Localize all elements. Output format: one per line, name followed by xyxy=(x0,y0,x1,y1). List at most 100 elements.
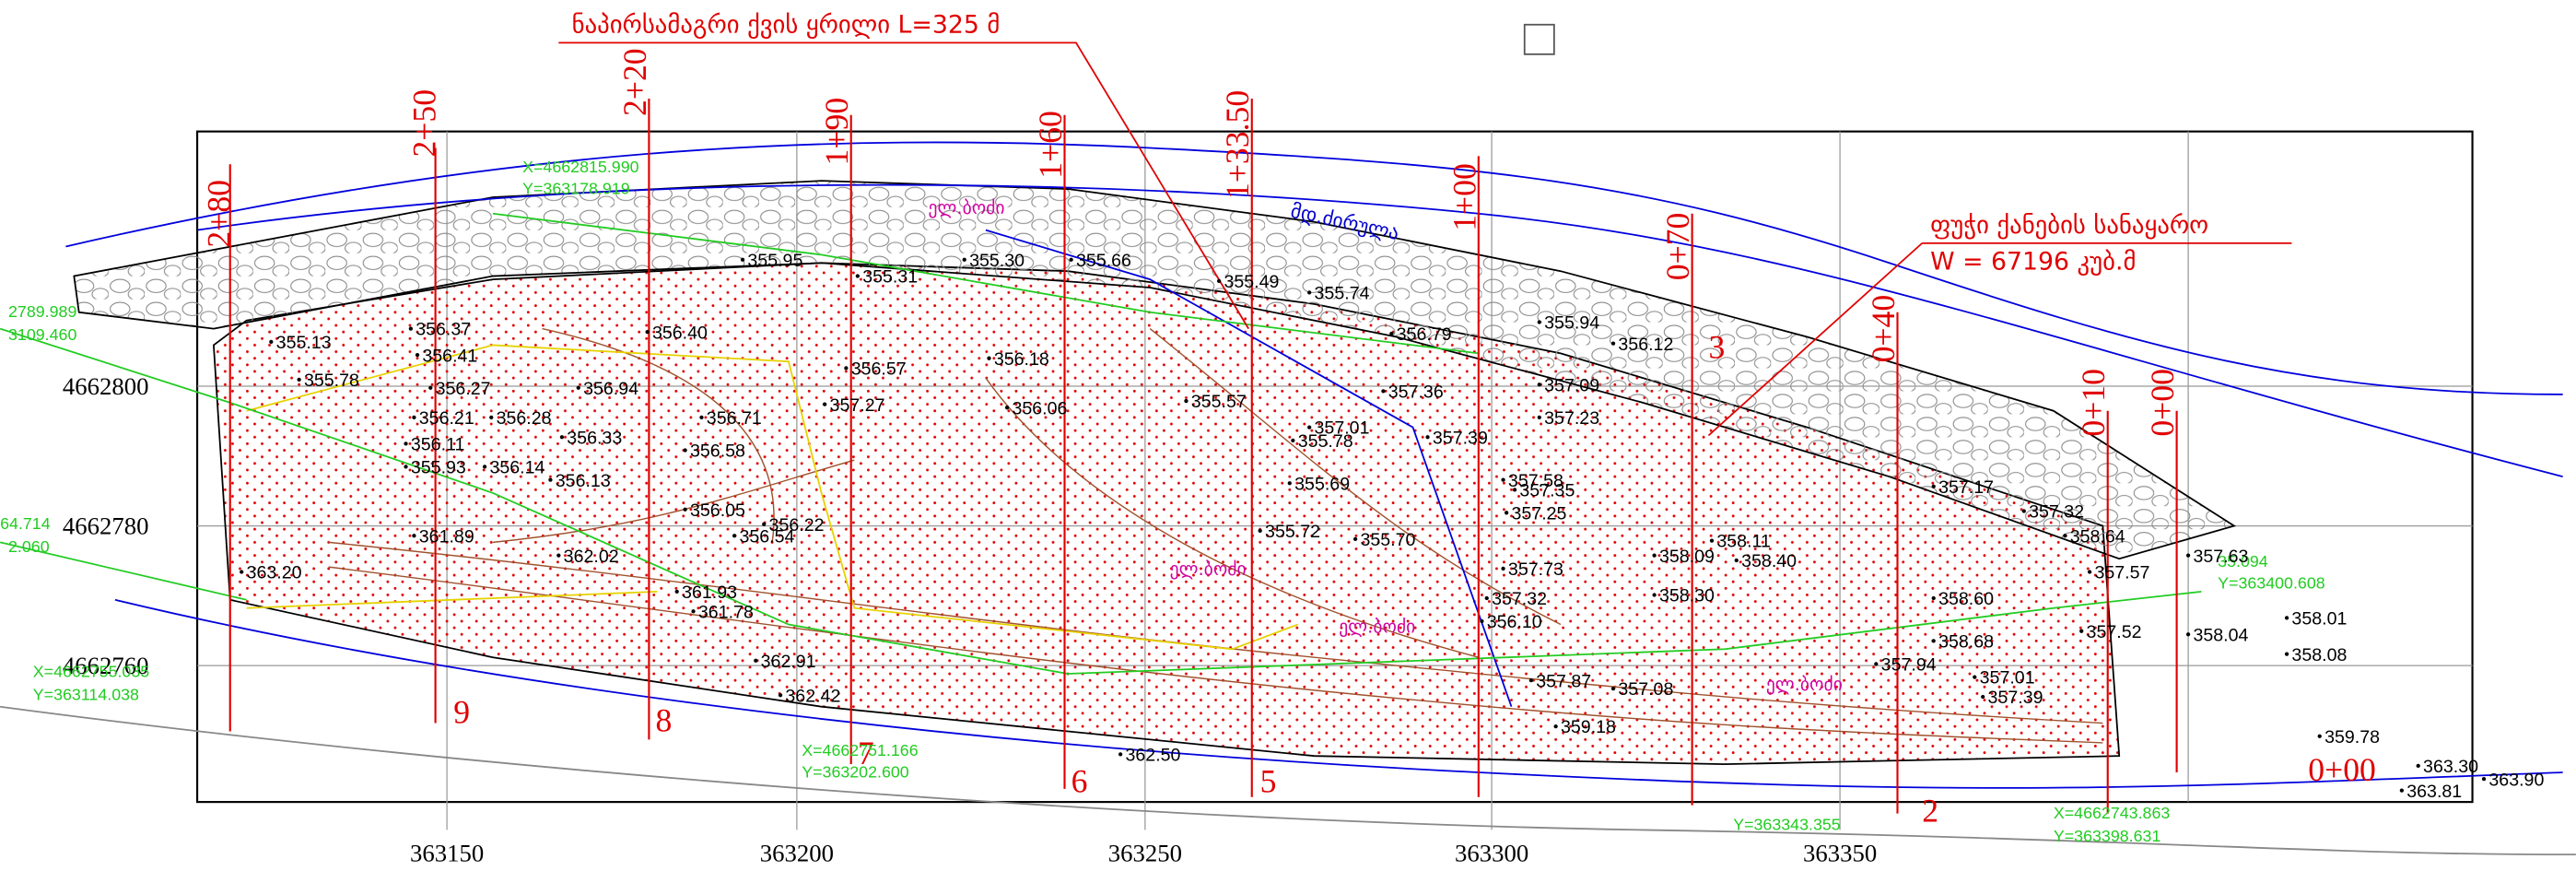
survey-point xyxy=(674,589,679,594)
elevation-label: 357.52 xyxy=(2087,622,2142,642)
elevation-label: 363.20 xyxy=(247,563,302,583)
station: 2+50 xyxy=(406,89,443,158)
survey-point xyxy=(2284,652,2289,656)
annotation: ფუჭი ქანების სანაყარო xyxy=(1930,211,2208,240)
survey-point xyxy=(1291,438,1295,442)
elevation-label: 356.13 xyxy=(556,471,611,491)
x-label: 363250 xyxy=(1108,839,1182,866)
elevation-label: 357.08 xyxy=(1618,679,1673,700)
elevation-label: 355.78 xyxy=(1298,431,1353,452)
station: 0+00 xyxy=(2144,369,2181,437)
elevation-label: 357.17 xyxy=(1938,477,1994,498)
elevation-label: 361.93 xyxy=(682,583,737,603)
elevation-label: 363.90 xyxy=(2488,770,2544,790)
elevation-label: 361.78 xyxy=(698,602,754,622)
survey-point xyxy=(1389,331,1394,336)
survey-point xyxy=(2416,763,2420,769)
section-number: 2 xyxy=(1922,793,1938,830)
survey-point xyxy=(1505,511,1509,515)
elevation-label: 355.94 xyxy=(1544,313,1599,334)
elevation-label: 355.72 xyxy=(1265,522,1320,542)
elevation-label: 355.30 xyxy=(969,251,1025,271)
elevation-label: 362.02 xyxy=(564,547,619,567)
x-label: 363350 xyxy=(1803,839,1877,866)
elevation-label: 358.04 xyxy=(2193,625,2248,645)
survey-point xyxy=(2284,616,2289,620)
station: 0+40 xyxy=(1865,295,1902,363)
elevation-label: 356.94 xyxy=(583,379,638,399)
coordinate-label: Y=363202.600 xyxy=(802,762,909,781)
elevation-label: 357.73 xyxy=(1508,559,1563,580)
elevation-label: 355.70 xyxy=(1360,530,1415,550)
survey-point xyxy=(1931,639,1936,643)
section-number: 7 xyxy=(858,735,874,771)
survey-point xyxy=(844,366,849,371)
survey-point xyxy=(1973,675,1977,679)
survey-point xyxy=(699,415,704,420)
elevation-label: 363.81 xyxy=(2406,782,2462,802)
survey-point xyxy=(1118,752,1123,757)
coordinate-label: X=4662815.990 xyxy=(522,158,638,176)
coordinate-label: 35.094 xyxy=(2218,552,2268,571)
elevation-label: 356.33 xyxy=(567,428,622,448)
survey-point xyxy=(1501,566,1505,571)
elevation-label: 362.50 xyxy=(1125,746,1180,766)
survey-point xyxy=(489,415,494,420)
survey-point xyxy=(683,448,687,453)
survey-point xyxy=(1734,558,1739,563)
survey-point xyxy=(1553,724,1558,729)
elevation-label: 356.41 xyxy=(422,346,477,366)
elevation-label: 355.74 xyxy=(1315,284,1370,304)
coordinate-label: 3109.460 xyxy=(8,325,76,344)
elevation-label: 355.95 xyxy=(747,251,802,271)
elevation-label: 358.09 xyxy=(1659,547,1715,567)
survey-point xyxy=(1874,662,1879,666)
survey-point xyxy=(2317,734,2322,738)
survey-point xyxy=(2063,534,2067,538)
survey-point xyxy=(1537,383,1541,387)
stations: 2+80 2+50 2+20 1+90 1+60 1+33.50 1+00 0+… xyxy=(201,48,2181,436)
elevation-label: 357.32 xyxy=(1492,589,1547,609)
survey-point xyxy=(1981,694,1985,700)
survey-point xyxy=(2079,629,2084,633)
elevation-label: 356.22 xyxy=(769,515,825,536)
station: 1+60 xyxy=(1032,111,1069,179)
elevation-label: 363.30 xyxy=(2423,757,2478,777)
survey-point xyxy=(412,534,416,538)
coordinate-label: 2789.989 xyxy=(8,302,76,321)
coordinate-label: Y=363400.608 xyxy=(2218,573,2325,592)
elevations: 355.95 355.30 355.66 355.49 355.74 355.94 356.… xyxy=(240,251,2544,802)
station: 0+10 xyxy=(2075,369,2112,437)
survey-point xyxy=(404,441,408,446)
survey-point xyxy=(1528,678,1534,683)
green-lines xyxy=(0,212,2202,675)
elevation-label: 356.27 xyxy=(436,379,491,399)
elevation-label: 355.13 xyxy=(276,333,332,353)
survey-point xyxy=(1307,425,1312,430)
elevation-label: 355.57 xyxy=(1191,392,1247,412)
survey-point xyxy=(1610,341,1616,346)
survey-point xyxy=(762,522,767,526)
elevation-label: 356.05 xyxy=(690,500,745,521)
elevation-label: 359.78 xyxy=(2324,727,2380,747)
coordinate-label: X=4662755.035 xyxy=(33,663,149,681)
contours xyxy=(328,327,2103,744)
elevation-label: 357.39 xyxy=(1433,428,1488,448)
elevation-label: 356.14 xyxy=(489,458,544,478)
elevation-label: 357.36 xyxy=(1388,382,1444,402)
survey-point xyxy=(1307,290,1312,295)
coordinate-label: X=4662751.166 xyxy=(802,741,918,759)
elevation-label: 355.49 xyxy=(1224,272,1279,292)
survey-point xyxy=(855,274,860,278)
survey-point xyxy=(559,435,565,440)
survey-point xyxy=(269,339,274,345)
revetment xyxy=(73,180,2237,560)
survey-point xyxy=(2185,553,2191,558)
leader-lines xyxy=(558,41,2292,437)
elevation-label: 356.21 xyxy=(419,408,474,429)
elevation-label: 356.28 xyxy=(497,408,552,429)
elevation-label: 356.58 xyxy=(690,441,745,462)
survey-point xyxy=(1352,536,1358,541)
elevation-label: 355.66 xyxy=(1076,251,1131,271)
survey-point xyxy=(1425,435,1430,440)
